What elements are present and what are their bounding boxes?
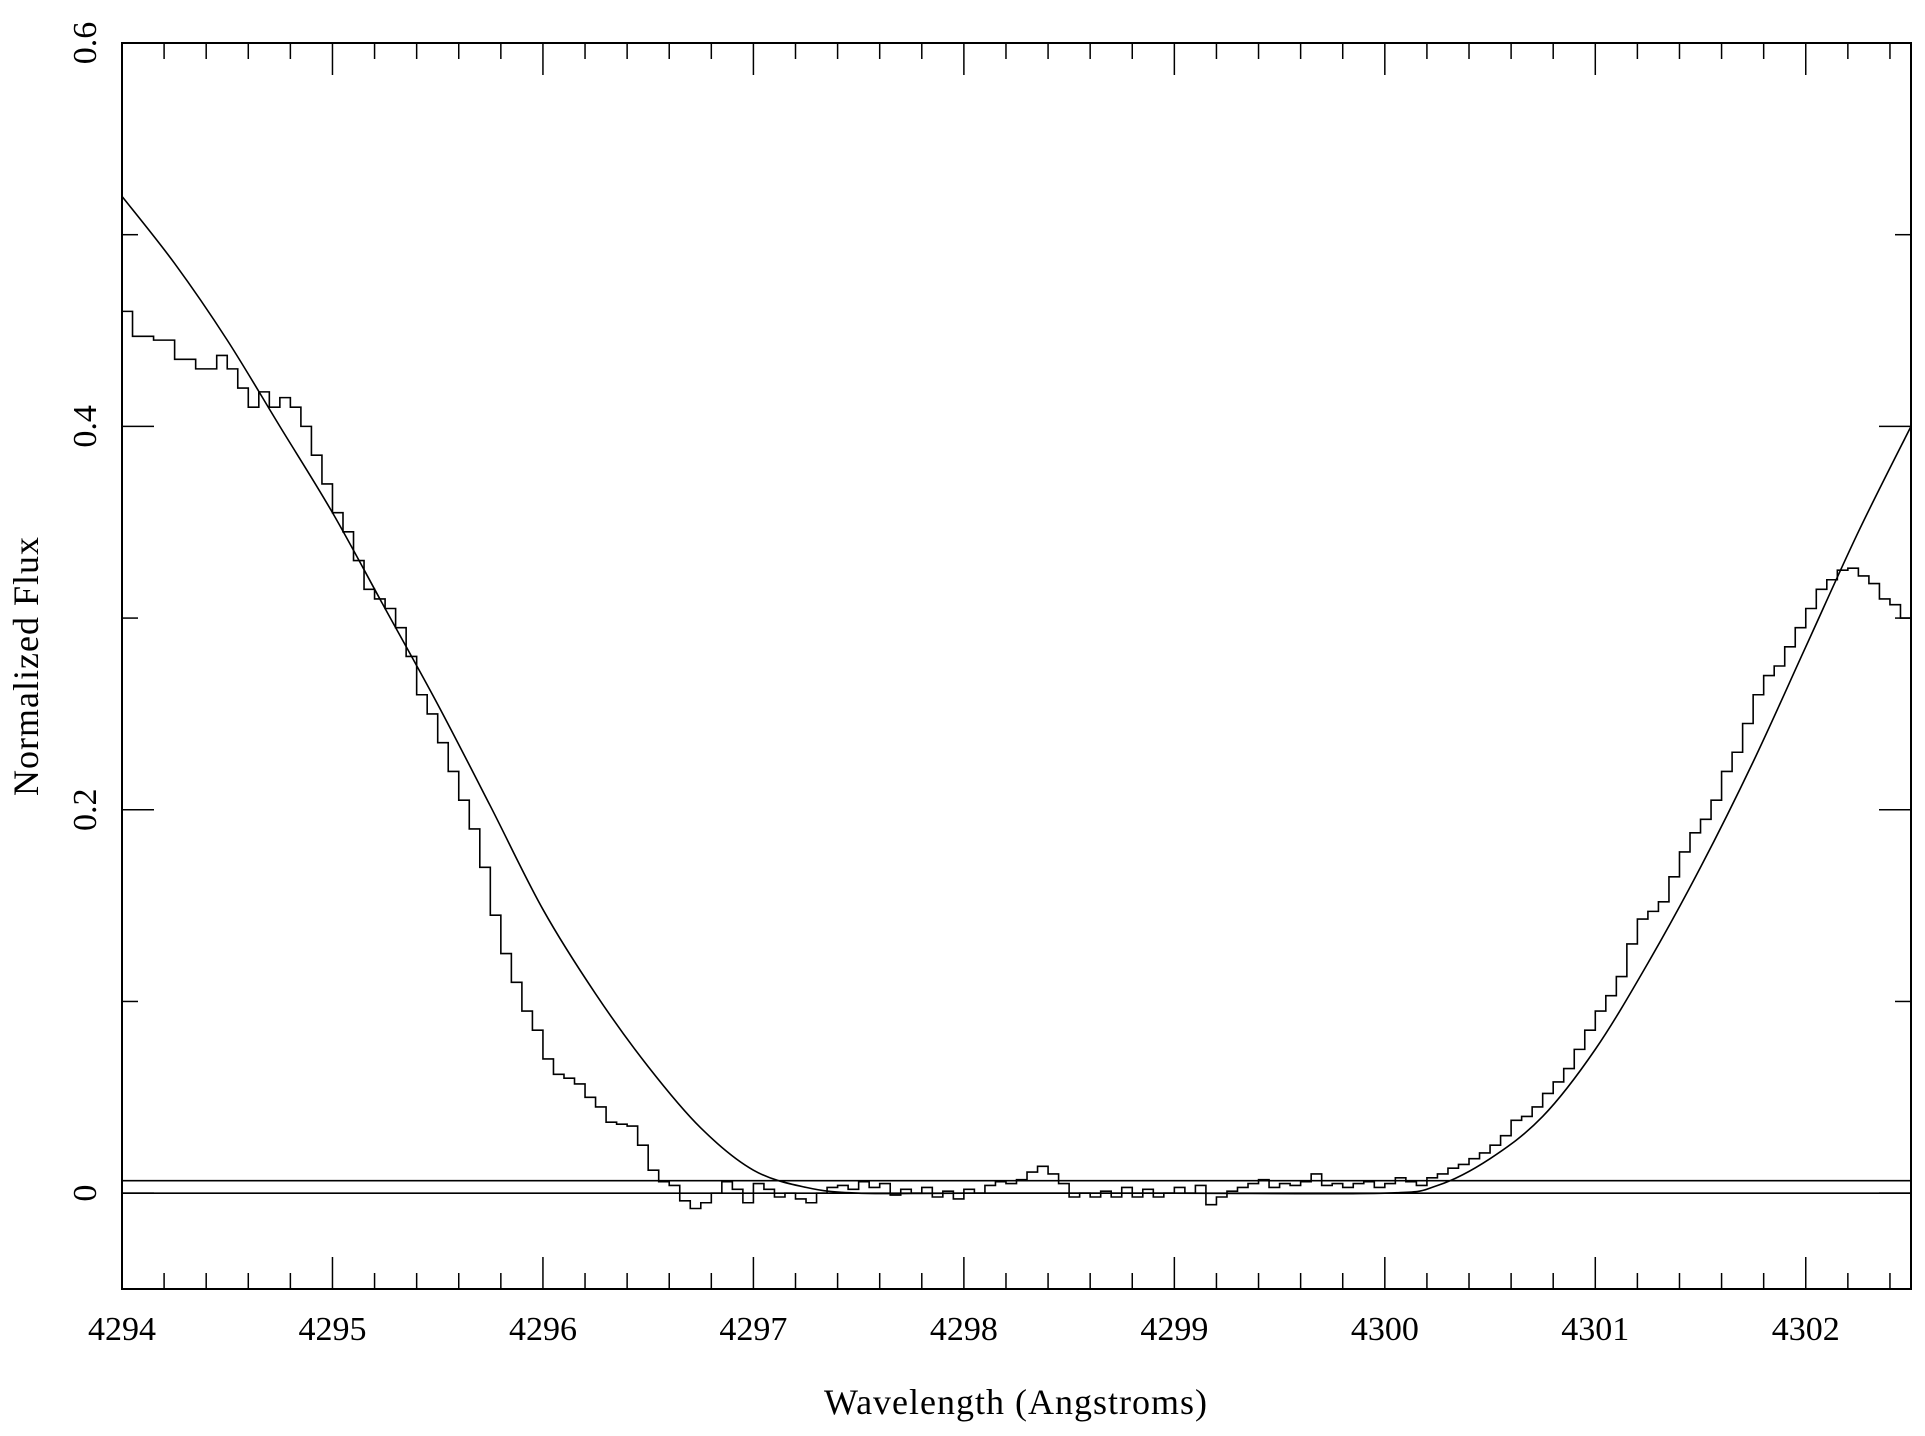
series-group [122, 195, 1911, 1210]
plot-frame [121, 42, 1912, 1290]
y-tick-labels: 0 0.2 0.4 0.6 [67, 22, 104, 1202]
x-tick-label: 4297 [719, 1311, 787, 1348]
y-tick-label: 0.2 [67, 789, 104, 832]
x-tick-label: 4301 [1561, 1311, 1629, 1348]
y-tick-label: 0.6 [67, 22, 104, 65]
model-fit-curve [122, 195, 1911, 1195]
x-tick-labels: 4294 4295 4296 4297 4298 4299 4300 4301 4302 [88, 1311, 1840, 1348]
x-tick-label: 4298 [930, 1311, 998, 1348]
x-tick-label: 4296 [509, 1311, 577, 1348]
x-tick-label: 4302 [1772, 1311, 1840, 1348]
x-tick-label: 4300 [1351, 1311, 1419, 1348]
x-tick-label: 4299 [1140, 1311, 1208, 1348]
y-axis-title: Normalized Flux [6, 536, 46, 796]
y-tick-label: 0.4 [67, 405, 104, 448]
spectrum-histogram [122, 310, 1911, 1210]
x-tick-label: 4294 [88, 1311, 156, 1348]
x-tick-label: 4295 [298, 1311, 366, 1348]
x-axis-title: Wavelength (Angstroms) [824, 1382, 1208, 1422]
y-tick-label: 0 [67, 1185, 104, 1202]
axis-ticks [121, 42, 1911, 1289]
